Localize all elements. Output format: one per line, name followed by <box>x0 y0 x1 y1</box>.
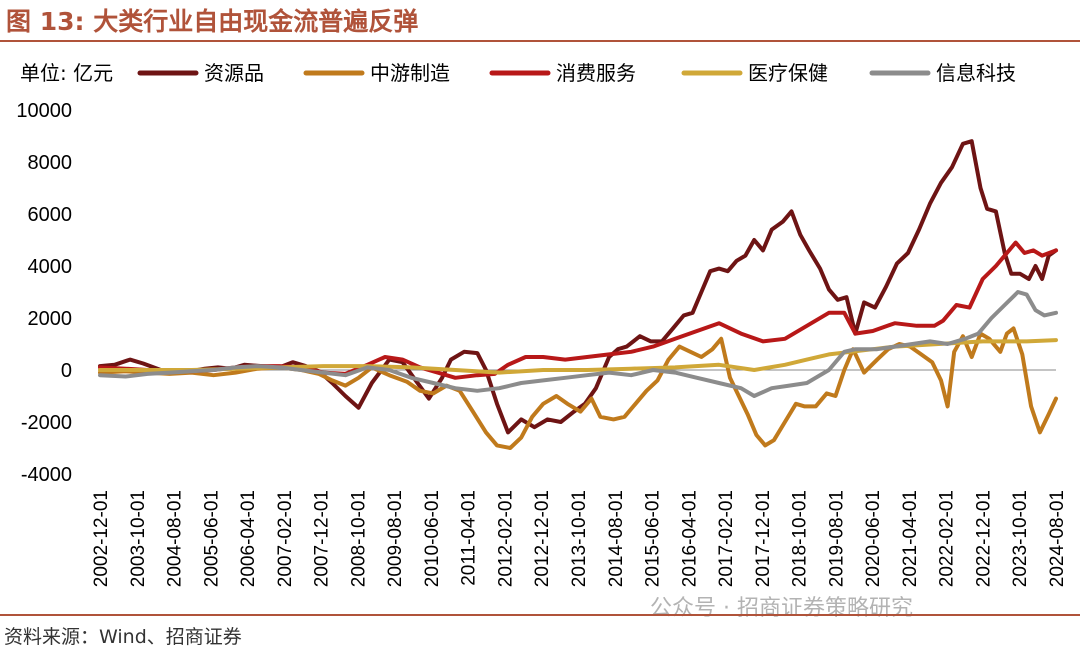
x-tick-label: 2022-12-01 <box>973 490 994 587</box>
unit-label: 单位: 亿元 <box>20 61 113 85</box>
y-tick-label: -4000 <box>21 464 72 486</box>
legend-label: 消费服务 <box>556 61 636 85</box>
legend-label: 医疗保健 <box>748 61 828 85</box>
x-tick-label: 2023-10-01 <box>1010 490 1031 587</box>
x-tick-label: 2014-08-01 <box>606 490 627 587</box>
y-tick-label: 2000 <box>28 308 73 330</box>
series-line <box>98 326 1058 450</box>
x-tick-label: 2005-06-01 <box>201 490 222 587</box>
series-line <box>98 290 1058 398</box>
source-note: 资料来源：Wind、招商证券 <box>4 626 242 648</box>
y-tick-label: 10000 <box>16 100 72 122</box>
x-tick-label: 2018-10-01 <box>790 490 811 587</box>
title-divider <box>0 40 1080 42</box>
x-tick-label: 2017-02-01 <box>716 490 737 587</box>
x-tick-label: 2007-02-01 <box>275 490 296 587</box>
y-tick-label: 6000 <box>28 204 73 226</box>
x-tick-label: 2017-12-01 <box>753 490 774 587</box>
y-tick-label: 8000 <box>28 152 73 174</box>
x-tick-label: 2011-04-01 <box>459 490 480 586</box>
x-tick-label: 2016-04-01 <box>679 490 700 587</box>
x-tick-label: 2012-12-01 <box>532 490 553 587</box>
legend-label: 资源品 <box>204 61 264 85</box>
x-tick-label: 2002-12-01 <box>91 490 112 587</box>
watermark: 公众号 · 招商证券策略研究 <box>650 596 913 621</box>
x-tick-label: 2012-02-01 <box>495 490 516 587</box>
x-tick-label: 2004-08-01 <box>165 490 186 587</box>
y-tick-label: -2000 <box>21 412 72 434</box>
x-tick-label: 2019-08-01 <box>826 490 847 587</box>
x-tick-label: 2009-08-01 <box>385 490 406 587</box>
y-tick-label: 0 <box>61 360 72 382</box>
x-tick-label: 2022-02-01 <box>937 490 958 587</box>
x-tick-label: 2013-10-01 <box>569 490 590 587</box>
x-tick-label: 2010-06-01 <box>422 490 443 587</box>
source-divider <box>0 614 1080 616</box>
x-tick-label: 2021-04-01 <box>900 490 921 587</box>
y-tick-label: 4000 <box>28 256 73 278</box>
x-tick-label: 2007-12-01 <box>312 490 333 587</box>
x-tick-label: 2024-08-01 <box>1047 490 1068 587</box>
x-tick-label: 2020-06-01 <box>863 490 884 587</box>
x-tick-label: 2015-06-01 <box>643 490 664 587</box>
series-line <box>98 240 1058 380</box>
legend-label: 信息科技 <box>936 61 1016 85</box>
x-tick-label: 2008-10-01 <box>348 490 369 587</box>
legend-label: 中游制造 <box>370 61 450 85</box>
chart-title: 图 13: 大类行业自由现金流普遍反弹 <box>6 7 419 36</box>
x-tick-label: 2003-10-01 <box>128 490 149 587</box>
series-line <box>98 139 1058 435</box>
x-tick-label: 2006-04-01 <box>238 490 259 587</box>
